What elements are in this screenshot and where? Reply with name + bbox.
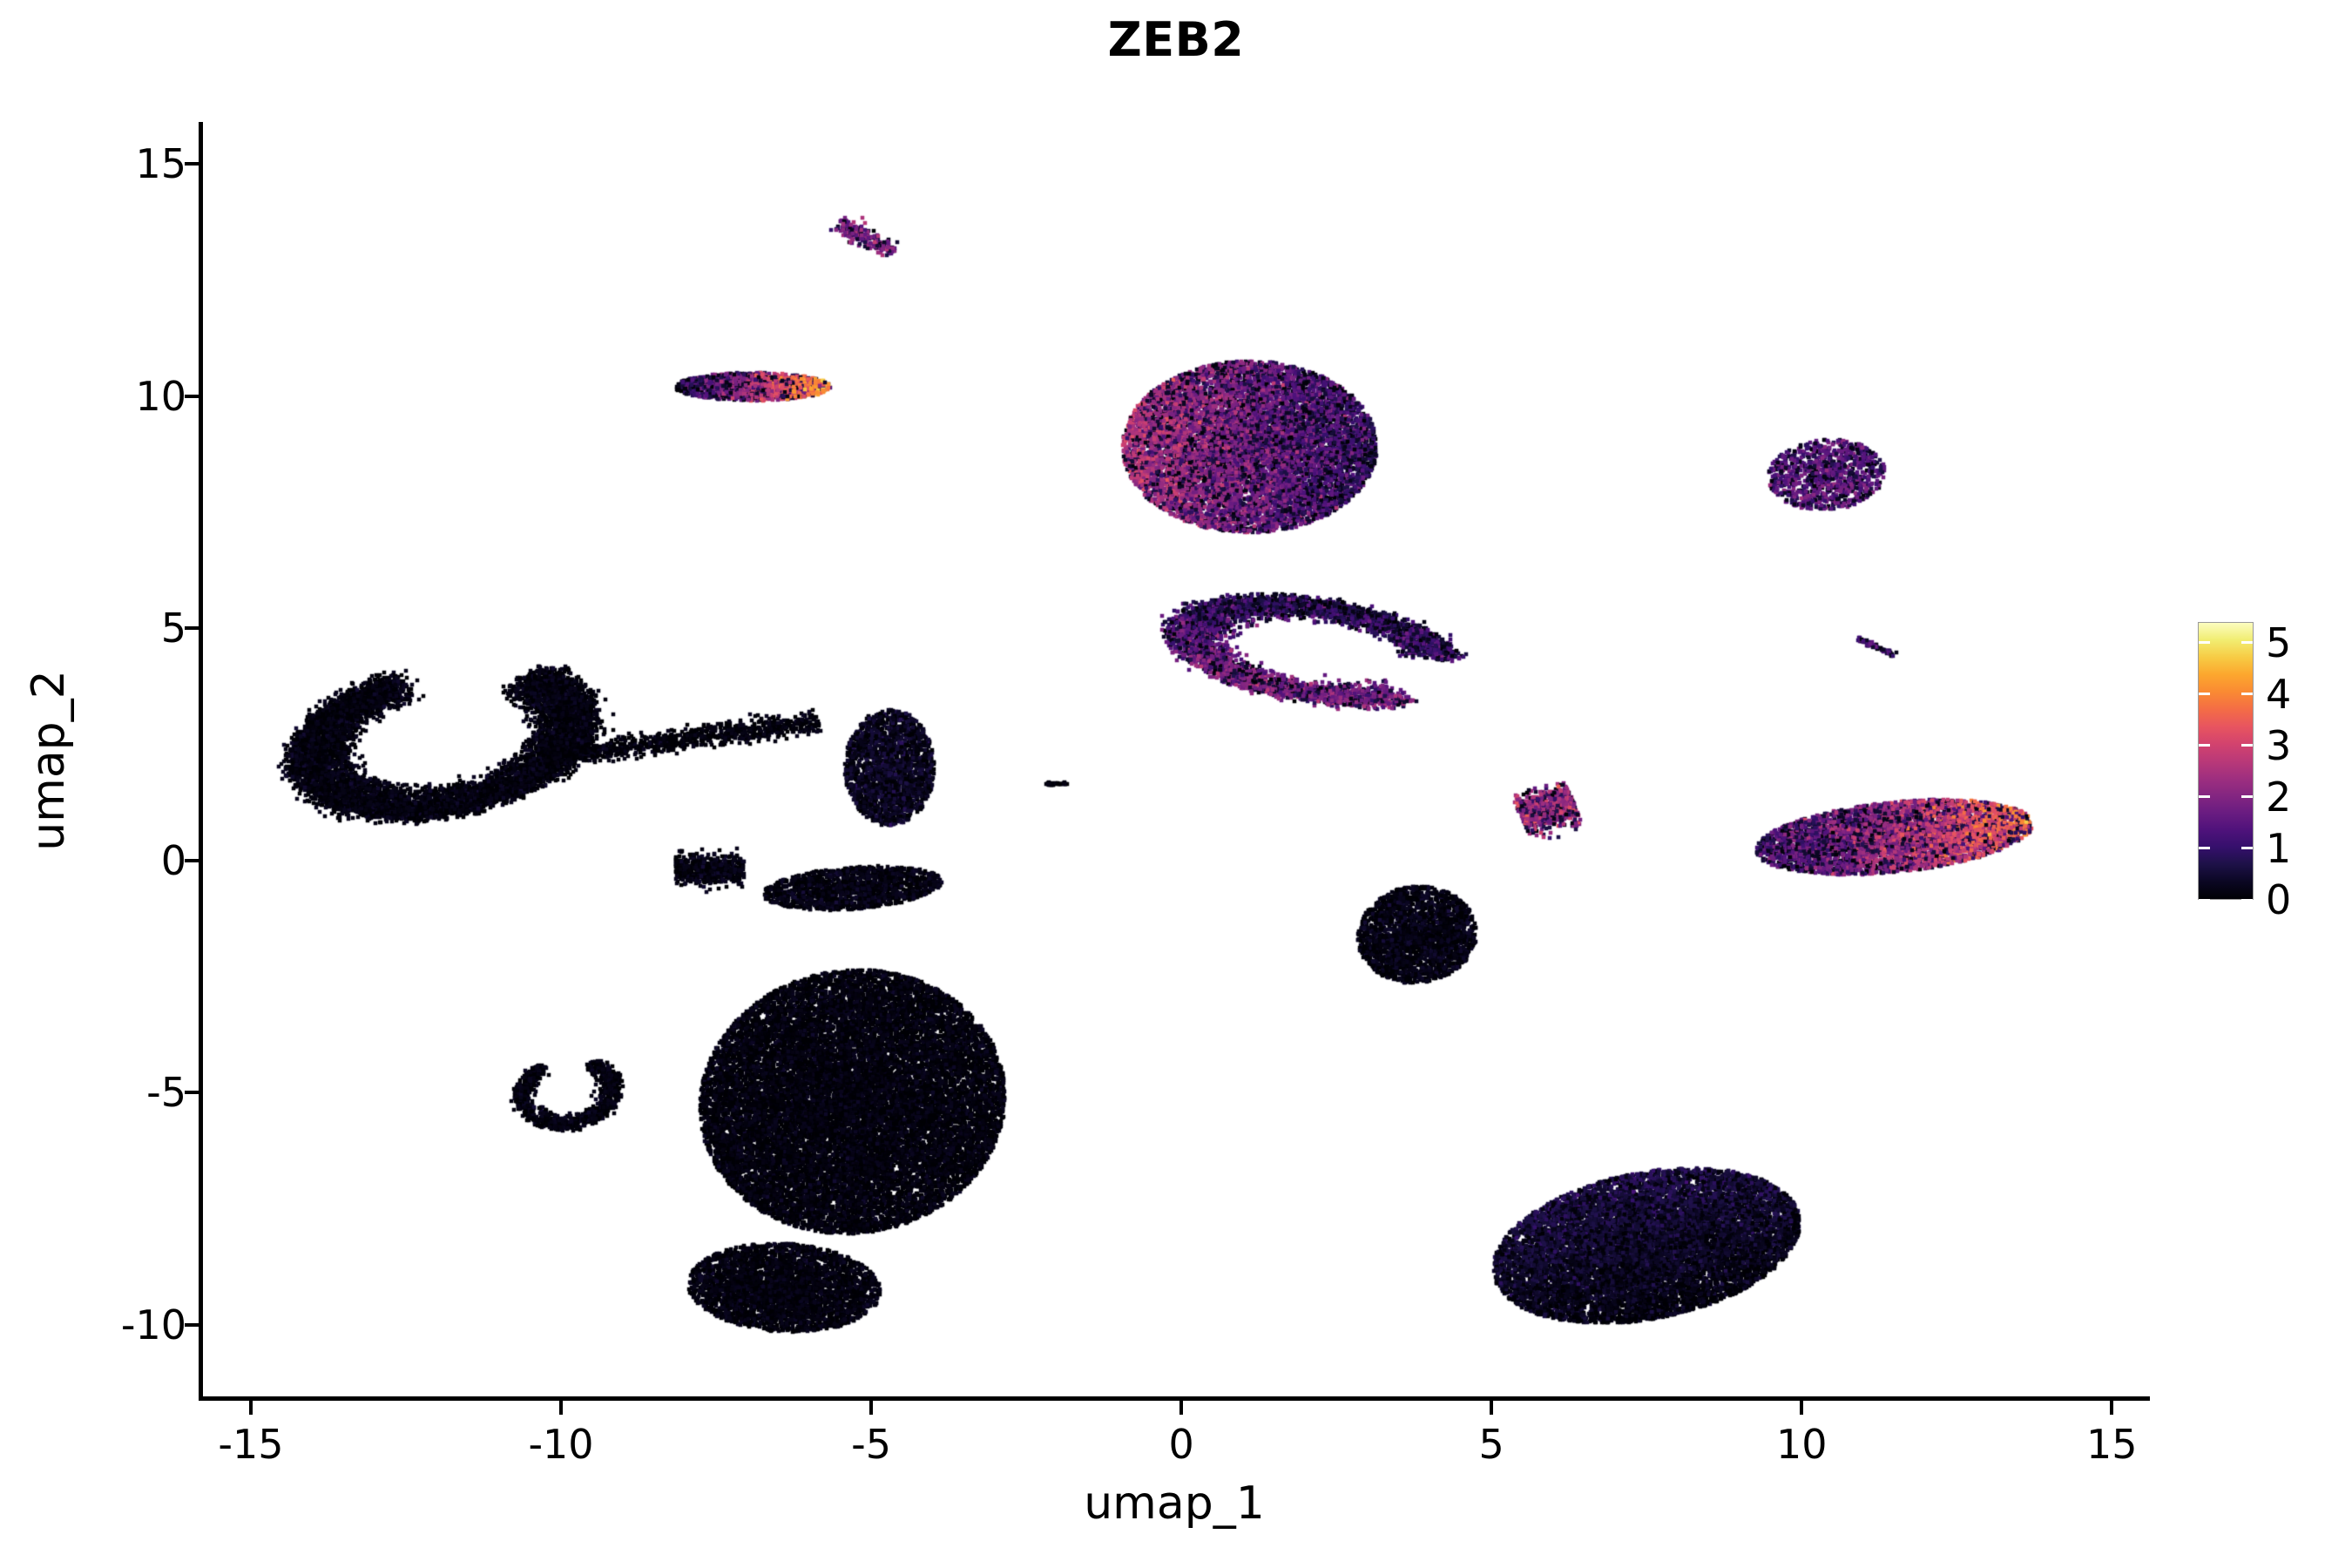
y-tick-label: 5 bbox=[160, 605, 186, 652]
colorbar-tick-mark bbox=[2241, 744, 2253, 747]
y-tick-mark bbox=[185, 1091, 199, 1095]
x-tick-mark bbox=[1490, 1401, 1494, 1415]
colorbar-tick-mark bbox=[2199, 641, 2210, 645]
colorbar-gradient bbox=[2198, 622, 2254, 900]
y-tick-label: 15 bbox=[135, 139, 186, 187]
colorbar-tick-mark bbox=[2199, 847, 2210, 850]
x-tick-label: -10 bbox=[528, 1421, 594, 1468]
x-tick-mark bbox=[869, 1401, 874, 1415]
x-tick-label: -5 bbox=[851, 1421, 891, 1468]
colorbar-tick-mark bbox=[2241, 847, 2253, 850]
y-axis-label: umap_2 bbox=[23, 670, 75, 851]
x-tick-mark bbox=[1800, 1401, 1804, 1415]
x-tick-mark bbox=[1179, 1401, 1184, 1415]
colorbar-tick-mark bbox=[2241, 898, 2253, 902]
colorbar-tick-label: 4 bbox=[2266, 670, 2292, 718]
colorbar-tick-mark bbox=[2241, 795, 2253, 799]
x-tick-mark bbox=[248, 1401, 253, 1415]
colorbar-tick-label: 0 bbox=[2266, 876, 2292, 923]
x-tick-label: 5 bbox=[1478, 1421, 1504, 1468]
y-tick-label: 10 bbox=[135, 372, 186, 420]
x-tick-label: 0 bbox=[1168, 1421, 1194, 1468]
page-title: ZEB2 bbox=[1107, 12, 1245, 67]
y-tick-label: -10 bbox=[120, 1301, 186, 1348]
colorbar-tick-mark bbox=[2199, 693, 2210, 696]
y-tick-mark bbox=[185, 858, 199, 862]
colorbar-tick-mark bbox=[2199, 898, 2210, 902]
y-tick-mark bbox=[185, 1322, 199, 1327]
y-tick-mark bbox=[185, 161, 199, 166]
colorbar-tick-label: 3 bbox=[2266, 721, 2292, 769]
x-axis-label: umap_1 bbox=[1084, 1477, 1265, 1530]
x-tick-label: 15 bbox=[2085, 1421, 2138, 1468]
y-tick-label: 0 bbox=[160, 836, 186, 884]
colorbar-tick-label: 2 bbox=[2266, 773, 2292, 821]
x-tick-label: -15 bbox=[218, 1421, 284, 1468]
y-tick-mark bbox=[185, 394, 199, 398]
x-axis-spine bbox=[199, 1396, 2150, 1401]
umap-scatter-plot bbox=[201, 122, 2149, 1399]
y-tick-mark bbox=[185, 626, 199, 631]
x-tick-label: 10 bbox=[1775, 1421, 1828, 1468]
colorbar-tick-mark bbox=[2199, 795, 2210, 799]
x-tick-mark bbox=[2110, 1401, 2114, 1415]
x-tick-mark bbox=[559, 1401, 564, 1415]
colorbar-tick-label: 1 bbox=[2266, 824, 2292, 872]
y-axis-spine bbox=[199, 122, 203, 1401]
colorbar-tick-label: 5 bbox=[2266, 618, 2292, 666]
y-tick-label: -5 bbox=[146, 1069, 186, 1117]
colorbar-tick-mark bbox=[2241, 693, 2253, 696]
colorbar-tick-mark bbox=[2199, 744, 2210, 747]
colorbar-tick-mark bbox=[2241, 641, 2253, 645]
